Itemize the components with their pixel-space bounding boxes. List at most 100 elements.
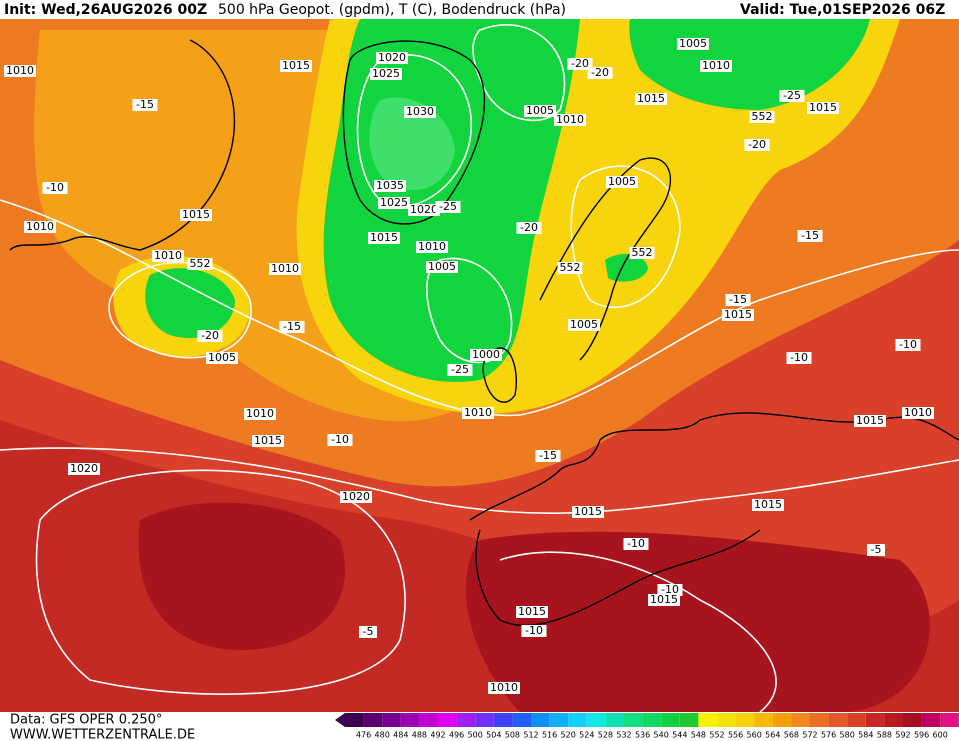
- scale-swatch: [828, 713, 848, 727]
- label-box: [744, 139, 770, 151]
- scale-label: 488: [412, 731, 427, 740]
- scale-label: 536: [635, 731, 650, 740]
- label-box: [180, 209, 212, 221]
- map-label: 1020: [70, 462, 98, 475]
- scale-label: 532: [616, 731, 631, 740]
- scale-swatch: [884, 713, 903, 727]
- scale-label: 548: [691, 731, 706, 740]
- label-box: [376, 52, 408, 64]
- label-box: [587, 67, 613, 79]
- scale-swatch: [400, 713, 420, 727]
- scale-swatch: [382, 713, 401, 727]
- data-source: Data: GFS OPER 0.250°: [10, 713, 162, 728]
- scale-label: 576: [821, 731, 836, 740]
- scale-swatch: [531, 713, 550, 727]
- label-box: [722, 309, 754, 321]
- map-label: 1005: [570, 318, 598, 331]
- label-box: [132, 99, 158, 111]
- label-box: [374, 180, 406, 192]
- scale-swatch: [642, 713, 662, 727]
- map-label: 1005: [428, 260, 456, 273]
- map-label: 1015: [724, 308, 752, 321]
- map-label: -10: [46, 181, 64, 194]
- map-label: 1000: [472, 348, 500, 361]
- map-label: 1005: [679, 37, 707, 50]
- label-box: [206, 352, 238, 364]
- scale-swatch: [438, 713, 457, 727]
- scale-label: 500: [468, 731, 483, 740]
- scale-label: 512: [523, 731, 538, 740]
- label-box: [187, 258, 213, 270]
- scale-label: 552: [709, 731, 724, 740]
- map-label: 1005: [208, 351, 236, 364]
- scale-swatch: [717, 713, 736, 727]
- scale-label: 584: [858, 731, 873, 740]
- map-label: 1015: [754, 498, 782, 511]
- scale-label: 564: [765, 731, 780, 740]
- label-box: [854, 415, 886, 427]
- map-label: 1015: [856, 414, 884, 427]
- map-label: 1010: [271, 262, 299, 275]
- map-label: 1025: [372, 67, 400, 80]
- label-box: [521, 625, 547, 637]
- isobar: [356, 54, 473, 208]
- label-box: [657, 584, 683, 596]
- map-field: [0, 19, 959, 712]
- map-label: 1010: [154, 249, 182, 262]
- label-box: [280, 60, 312, 72]
- map-label: 552: [632, 246, 653, 259]
- map-label: 1010: [490, 681, 518, 694]
- scale-swatch: [791, 713, 810, 727]
- label-box: [752, 499, 784, 511]
- map-label: -20: [571, 57, 589, 70]
- map-label: -25: [451, 363, 469, 376]
- map-label: -15: [539, 449, 557, 462]
- label-box: [24, 221, 56, 233]
- scale-swatch: [679, 713, 699, 727]
- map-label: 552: [560, 261, 581, 274]
- isobar: [0, 447, 959, 514]
- label-box: [629, 247, 655, 259]
- label-box: [554, 114, 586, 126]
- isobars: [0, 24, 959, 713]
- map-label: -10: [790, 351, 808, 364]
- label-box: [779, 90, 805, 102]
- map-label: -10: [899, 338, 917, 351]
- map-label: 1015: [282, 59, 310, 72]
- scale-swatch: [754, 713, 773, 727]
- isobar: [108, 261, 252, 359]
- scale-label: 528: [598, 731, 613, 740]
- label-box: [807, 102, 839, 114]
- label-box: [435, 201, 461, 213]
- label-box: [516, 222, 542, 234]
- map-label: 1015: [370, 231, 398, 244]
- map-title: 500 hPa Geopot. (gpdm), T (C), Bodendruc…: [218, 2, 566, 18]
- scale-swatch: [456, 713, 476, 727]
- map-label: -20: [591, 66, 609, 79]
- scale-swatch: [493, 713, 513, 727]
- color-scale: 476 480 484 488 492 496 500 504 508 512 516 520 524 5…: [335, 713, 959, 740]
- isobar: [35, 469, 406, 695]
- label-box: [567, 58, 593, 70]
- isobar: [472, 24, 566, 122]
- label-box: [635, 93, 667, 105]
- label-box: [516, 606, 548, 618]
- map-label: 1010: [6, 64, 34, 77]
- map-label: 1020: [342, 490, 370, 503]
- scale-label: 520: [561, 731, 576, 740]
- scale-swatch: [363, 713, 383, 727]
- label-box: [462, 407, 494, 419]
- map-label: -10: [627, 537, 645, 550]
- scale-label: 484: [393, 731, 408, 740]
- map-label: -10: [331, 433, 349, 446]
- scale-label: 480: [375, 731, 390, 740]
- map-label: -15: [136, 98, 154, 111]
- field-darkred-2: [465, 531, 930, 712]
- map-label: -5: [363, 625, 374, 638]
- scale-arrow-left: [335, 713, 345, 727]
- map-label: -15: [283, 320, 301, 333]
- label-box: [378, 197, 410, 209]
- label-box: [648, 594, 680, 606]
- scale-swatch: [419, 713, 438, 727]
